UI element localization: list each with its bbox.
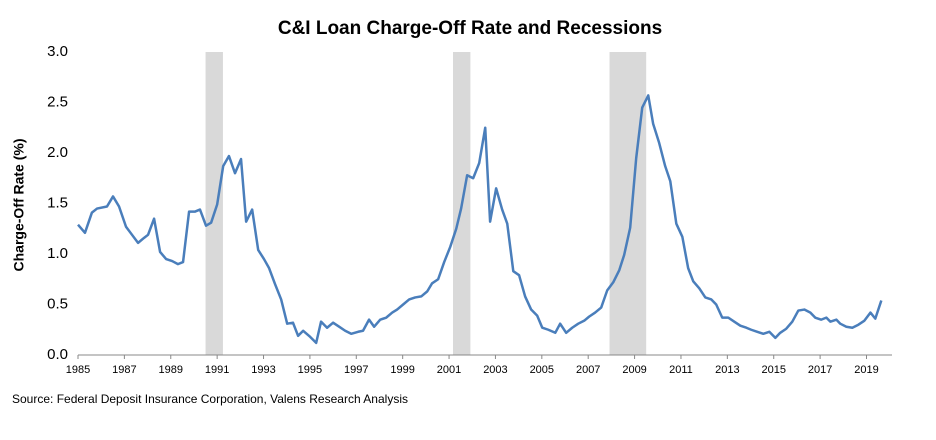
- x-tick-label: 1999: [390, 364, 414, 376]
- y-tick-label: 2.0: [47, 144, 68, 161]
- x-tick-label: 2011: [669, 364, 693, 376]
- x-tick-label: 2009: [622, 364, 646, 376]
- x-tick-label: 1993: [251, 364, 275, 376]
- x-tick-label: 2001: [437, 364, 461, 376]
- x-tick-label: 2007: [576, 364, 600, 376]
- x-tick-label: 1987: [112, 364, 136, 376]
- recession-band: [609, 52, 647, 355]
- source-note: Source: Federal Deposit Insurance Corpor…: [12, 392, 408, 406]
- x-tick-label: 1997: [344, 364, 368, 376]
- x-tick-label: 2013: [715, 364, 739, 376]
- x-tick-label: 1985: [66, 364, 90, 376]
- y-tick-label: 3.0: [47, 43, 68, 60]
- recession-band: [205, 52, 223, 355]
- x-tick-label: 2015: [761, 364, 785, 376]
- chart-title: C&I Loan Charge-Off Rate and Recessions: [278, 18, 662, 39]
- data-line: [77, 94, 883, 345]
- x-tick-label: 2017: [808, 364, 832, 376]
- y-tick-label: 1.5: [47, 194, 68, 211]
- x-tick-label: 2005: [530, 364, 554, 376]
- x-tick-label: 2019: [854, 364, 878, 376]
- x-tick-label: 1991: [205, 364, 229, 376]
- x-tick-label: 2003: [483, 364, 507, 376]
- y-axis-label: Charge-Off Rate (%): [11, 138, 27, 271]
- x-tick-label: 1995: [298, 364, 322, 376]
- x-tick-label: 1989: [159, 364, 183, 376]
- y-tick-label: 1.0: [47, 245, 68, 262]
- y-tick-label: 0.0: [47, 346, 68, 363]
- y-tick-label: 0.5: [47, 295, 68, 312]
- y-tick-label: 2.5: [47, 93, 68, 110]
